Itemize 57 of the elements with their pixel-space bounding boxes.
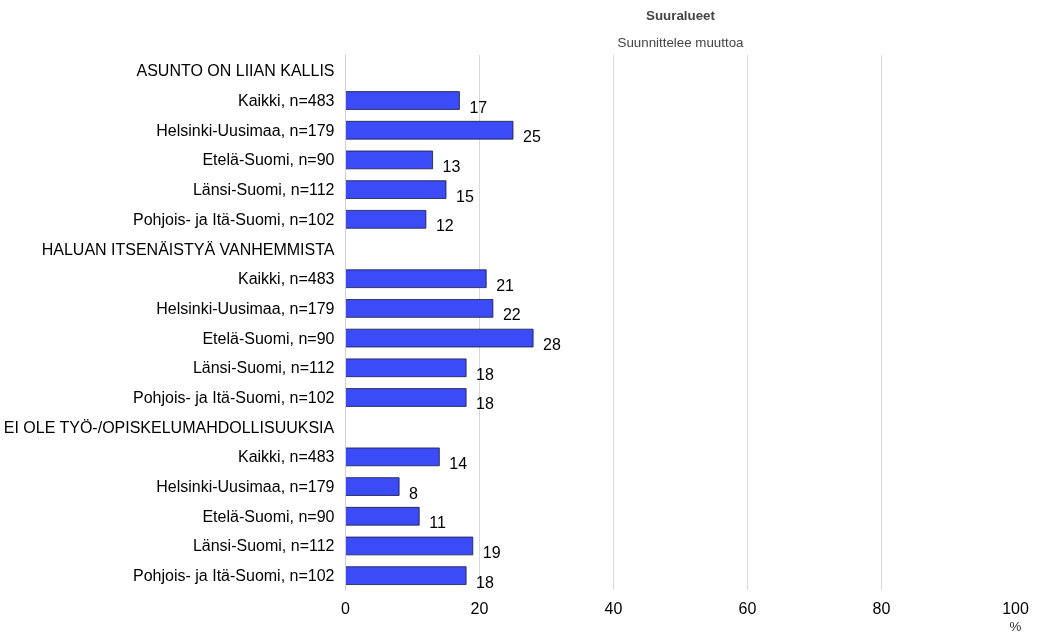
bar [345,91,460,110]
data-label: 22 [502,306,521,324]
bar [345,180,447,199]
data-label: 15 [456,187,474,205]
data-label: 28 [543,336,561,354]
chart-subtitle: Suunnittelee muuttoa [617,34,745,50]
bar [345,388,467,407]
data-label: 18 [476,573,494,591]
bar [345,210,427,229]
x-tick-label: 20 [470,599,489,617]
y-tick-label: Pohjois- ja Itä-Suomi, n=102 [133,388,335,406]
y-tick-label: Kaikki, n=483 [237,448,335,466]
data-label: 8 [409,484,419,502]
x-tick-label: 60 [738,599,757,617]
data-label: 12 [435,217,454,235]
x-tick-label: 40 [604,599,623,617]
y-tick-label: ASUNTO ON LIIAN KALLIS [136,62,335,80]
bar [345,536,474,556]
data-label: 21 [496,276,515,294]
data-label: 25 [523,128,541,146]
y-tick-label: Länsi-Suomi, n=112 [192,537,335,555]
y-tick-label: Kaikki, n=483 [237,270,335,288]
y-tick-label: Kaikki, n=483 [237,92,335,110]
bar [345,328,534,348]
y-tick-label: Etelä-Suomi, n=90 [202,329,335,347]
y-tick-label: Länsi-Suomi, n=112 [192,359,335,377]
data-label: 18 [476,365,494,383]
bar [345,566,467,585]
x-axis-title: % [1009,618,1022,634]
bar [345,447,440,467]
x-tick-label: 0 [341,599,351,617]
y-tick-label: Pohjois- ja Itä-Suomi, n=102 [133,210,335,228]
y-tick-label: Pohjois- ja Itä-Suomi, n=102 [133,567,335,585]
bar [345,150,433,170]
y-tick-label: Länsi-Suomi, n=112 [192,181,335,199]
y-tick-label: Helsinki-Uusimaa, n=179 [156,299,335,317]
bar [345,120,514,140]
data-label: 18 [476,395,494,413]
data-label: 11 [429,514,446,532]
data-label: 13 [442,157,461,175]
data-label: 14 [449,454,468,472]
y-tick-label: HALUAN ITSENÄISTYÄ VANHEMMISTA [41,240,335,258]
bar [345,358,467,378]
y-tick-label: Helsinki-Uusimaa, n=179 [156,478,335,496]
x-tick-label: 100 [1002,599,1029,617]
bar [345,477,400,496]
chart-title: Suuralueet [646,7,716,23]
y-tick-label: EI OLE TYÖ-/OPISKELUMAHDOLLISUUKSIA [3,418,335,436]
x-tick-label: 80 [872,599,891,617]
bar [345,299,494,318]
y-tick-label: Helsinki-Uusimaa, n=179 [156,121,335,139]
data-label: 17 [469,98,488,116]
data-label: 19 [482,543,501,561]
bar [345,506,420,526]
bar [345,269,487,289]
y-tick-label: Etelä-Suomi, n=90 [202,151,335,169]
y-tick-label: Etelä-Suomi, n=90 [202,507,335,525]
